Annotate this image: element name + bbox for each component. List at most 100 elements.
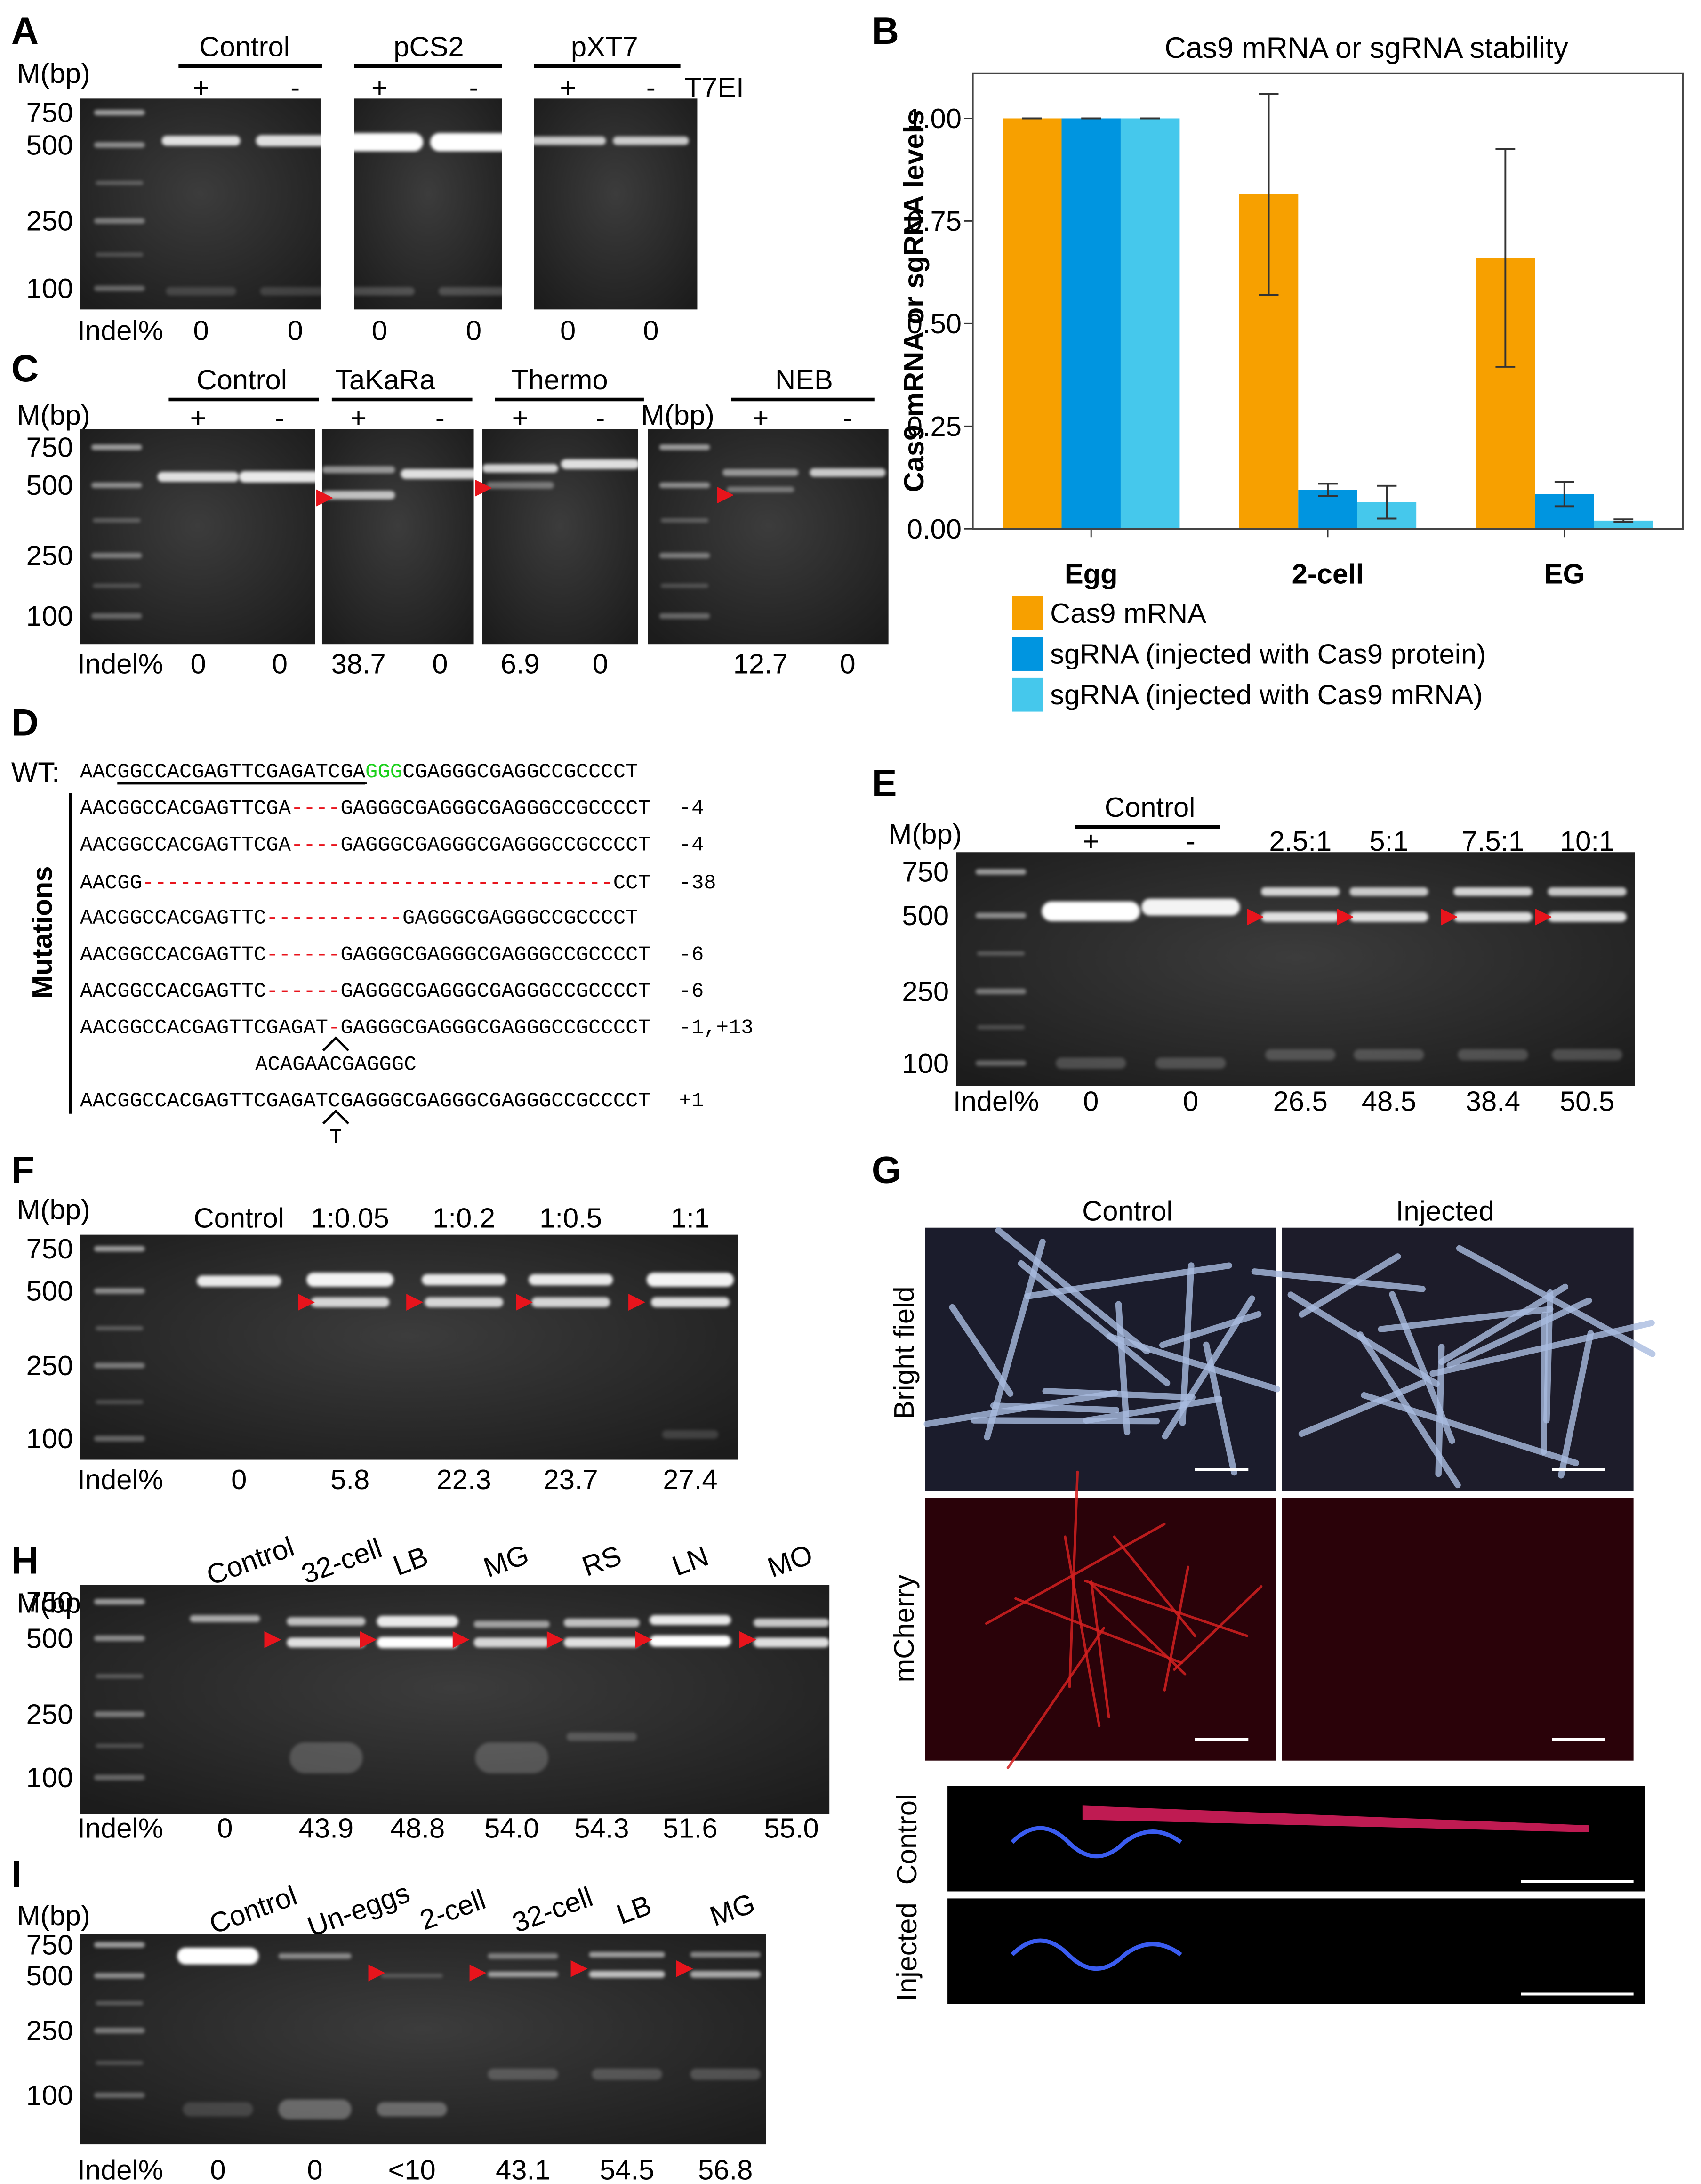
indel-value: 0 — [593, 648, 608, 680]
gel-band — [613, 136, 689, 145]
larva — [1558, 1330, 1594, 1479]
group-label: NEB — [775, 364, 833, 395]
gel-band — [321, 466, 395, 474]
gel-band — [660, 583, 709, 588]
ladder-label: 500 — [26, 1960, 73, 1991]
lane-label: - — [290, 72, 300, 103]
indel-value: 0 — [272, 648, 288, 680]
legend-swatch — [1012, 637, 1043, 671]
mcherry-signal — [1113, 1535, 1197, 1638]
indel-value: 5.8 — [330, 1464, 369, 1495]
insertion-caret — [322, 1036, 349, 1052]
gel-band — [1458, 1049, 1528, 1061]
gel-band — [650, 1297, 730, 1307]
indel-label: Indel% — [77, 2154, 163, 2184]
panel-label: I — [11, 1854, 22, 1896]
gut-loops — [1011, 1826, 1182, 1859]
lane-label: + — [1083, 825, 1099, 857]
sequence-part: GAGGGCGAGGGCGAGGGCCGCCCCT — [340, 833, 650, 857]
arrowhead — [452, 1631, 470, 1648]
gel-band — [977, 1025, 1025, 1030]
gel-band — [94, 1774, 145, 1781]
sequence-part: AAC — [80, 760, 117, 784]
larva — [1298, 1379, 1427, 1437]
indel-value: 0 — [643, 315, 658, 347]
larva — [923, 1389, 1119, 1427]
gel-band — [561, 459, 640, 469]
gel-band — [96, 181, 144, 185]
indel-value: 48.8 — [390, 1813, 445, 1844]
arrowhead — [1535, 908, 1552, 926]
indel-value: 0 — [1183, 1085, 1198, 1117]
column-label: Injected — [1396, 1195, 1494, 1226]
error-bar — [1495, 148, 1516, 368]
indel-value: 0 — [307, 2154, 322, 2184]
sequence-part: CGAGGGCGAGGCCGCCCCT — [402, 760, 638, 784]
ladder-label: 250 — [26, 2015, 73, 2047]
lane-label: - — [843, 402, 852, 434]
gel-band — [488, 1953, 558, 1959]
mcherry-signal — [1014, 1597, 1183, 1664]
gel-band — [975, 912, 1027, 919]
indel-size: -6 — [679, 943, 704, 967]
mcherry-stripe — [1082, 1805, 1589, 1833]
mcherry-signal — [1064, 1535, 1101, 1727]
gel-band — [753, 1637, 830, 1648]
arrowhead — [264, 1631, 281, 1648]
legend-label: sgRNA (injected with Cas9 protein) — [1050, 638, 1486, 670]
lane-label: 1:0.05 — [311, 1202, 389, 1233]
insertion-caret — [322, 1109, 349, 1125]
arrowhead — [516, 1294, 533, 1311]
sequence-part: AACGGCCACGAGTTCGAGAT — [80, 1016, 328, 1040]
lane-label: 1:0.5 — [539, 1202, 602, 1233]
indel-value: 12.7 — [733, 648, 788, 680]
chart-title: Cas9 mRNA or sgRNA stability — [1164, 32, 1568, 64]
deletion: ----------- — [266, 907, 402, 930]
group-label: Thermo — [511, 364, 608, 395]
gel-band — [1349, 887, 1428, 896]
arrowhead — [739, 1631, 756, 1648]
larva — [1042, 1388, 1196, 1401]
marker-label: M(bp) — [17, 399, 90, 431]
sequence-part: AACGG — [80, 871, 142, 895]
indel-size: -4 — [679, 833, 704, 857]
gel-band — [659, 444, 710, 451]
ladder-label: 100 — [26, 1762, 73, 1793]
gel-image — [80, 1234, 738, 1460]
gel-band — [94, 1635, 145, 1641]
indel-value: 38.4 — [1466, 1085, 1520, 1117]
larva — [1251, 1268, 1426, 1292]
arrowhead — [316, 489, 333, 507]
ladder-label: 100 — [26, 600, 73, 632]
larva — [1024, 1262, 1232, 1299]
arrowhead — [469, 1964, 487, 1982]
ladder-label: 250 — [26, 1350, 73, 1381]
indel-size: -4 — [679, 797, 704, 821]
indel-size: -6 — [679, 980, 704, 1003]
sequence-part: GAGGGCGAGGGCGAGGGCCGCCCCT — [340, 943, 650, 967]
lane-label: - — [469, 72, 479, 103]
mutation-sequence: AACGGCCACGAGTTC------GAGGGCGAGGGCGAGGGCC… — [80, 943, 650, 967]
gel-band — [94, 110, 145, 116]
wt-sequence: AACGGCCACGAGTTCGAGATCGAGGGCGAGGGCGAGGCCG… — [80, 760, 638, 784]
gel-band — [289, 1742, 363, 1773]
gel-band — [161, 136, 241, 146]
lane-label: + — [371, 72, 388, 103]
ladder-label: 500 — [26, 469, 73, 501]
indel-label: Indel% — [953, 1085, 1039, 1117]
x-tick-label: 2-cell — [1292, 558, 1364, 589]
arrowhead — [1441, 908, 1458, 926]
gel-band — [96, 2061, 144, 2065]
indel-value: 50.5 — [1560, 1085, 1614, 1117]
gel-band — [311, 1297, 390, 1307]
ladder-label: 750 — [26, 1929, 73, 1960]
gel-band — [475, 1742, 548, 1773]
indel-value: 27.4 — [663, 1464, 717, 1495]
indel-value: 55.0 — [764, 1813, 818, 1844]
gel-band — [430, 133, 518, 152]
sequence-part: GAGGGCGAGGGCGAGGGCCGCCCCT — [340, 1016, 650, 1040]
panel-label: D — [11, 701, 39, 744]
gel-band — [306, 1273, 394, 1287]
indel-value: 6.9 — [501, 648, 540, 680]
legend-label: sgRNA (injected with Cas9 mRNA) — [1050, 679, 1483, 710]
